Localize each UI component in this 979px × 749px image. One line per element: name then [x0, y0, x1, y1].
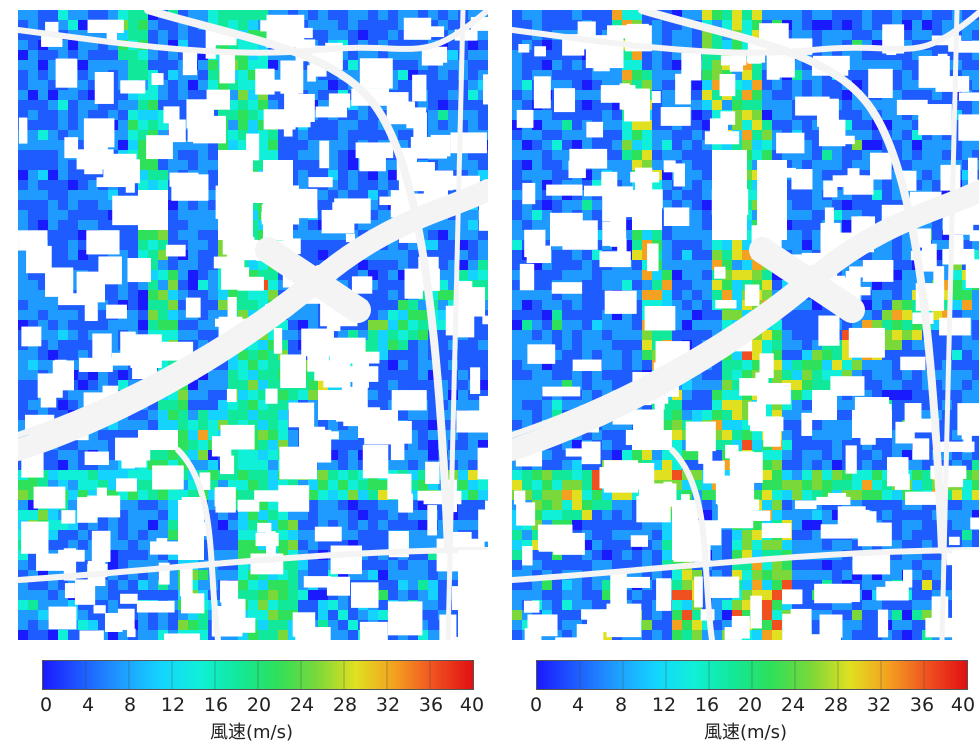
wind-speed-map-right	[512, 10, 979, 640]
tick-label: 8	[123, 694, 137, 716]
tick-label: 24	[289, 694, 315, 716]
colorbar-gradient	[43, 661, 473, 689]
colorbar-ticks-left: 0 4 8 12 16 20 24 28 32 36 40	[14, 693, 489, 717]
tick-label: 0	[39, 694, 53, 716]
roads	[512, 10, 979, 640]
tick-label: 4	[571, 694, 585, 716]
tick-label: 32	[866, 694, 892, 716]
colorbar-right	[536, 660, 968, 690]
colorbar-ticks-right: 0 4 8 12 16 20 24 28 32 36 40	[508, 693, 979, 717]
tick-label: 12	[651, 694, 677, 716]
tick-label: 32	[375, 694, 401, 716]
tick-label: 0	[529, 694, 543, 716]
tick-label: 36	[418, 694, 444, 716]
tick-label: 4	[81, 694, 95, 716]
roads	[18, 10, 488, 640]
colorbar-left	[42, 660, 474, 690]
water-area	[952, 550, 979, 640]
tick-label: 8	[614, 694, 628, 716]
tick-label: 36	[909, 694, 935, 716]
colorbar-unit-label-right: 風速(m/s)	[703, 722, 788, 743]
tick-label: 12	[160, 694, 186, 716]
tick-label: 20	[737, 694, 763, 716]
wind-speed-map-left	[18, 10, 488, 640]
tick-label: 20	[246, 694, 272, 716]
water-area	[458, 550, 488, 640]
wind-map-panel-left: 0 4 8 12 16 20 24 28 32 36 40 風速(m/s)	[14, 0, 489, 749]
tick-label: 16	[203, 694, 229, 716]
tick-label: 16	[694, 694, 720, 716]
wind-map-panel-right: 0 4 8 12 16 20 24 28 32 36 40 風速(m/s)	[508, 0, 979, 749]
tick-label: 40	[950, 694, 976, 716]
tick-label: 40	[459, 694, 485, 716]
tick-label: 24	[780, 694, 806, 716]
colorbar-unit-label-left: 風速(m/s)	[209, 722, 294, 743]
tick-label: 28	[823, 694, 849, 716]
colorbar-gradient	[537, 661, 967, 689]
tick-label: 28	[332, 694, 358, 716]
